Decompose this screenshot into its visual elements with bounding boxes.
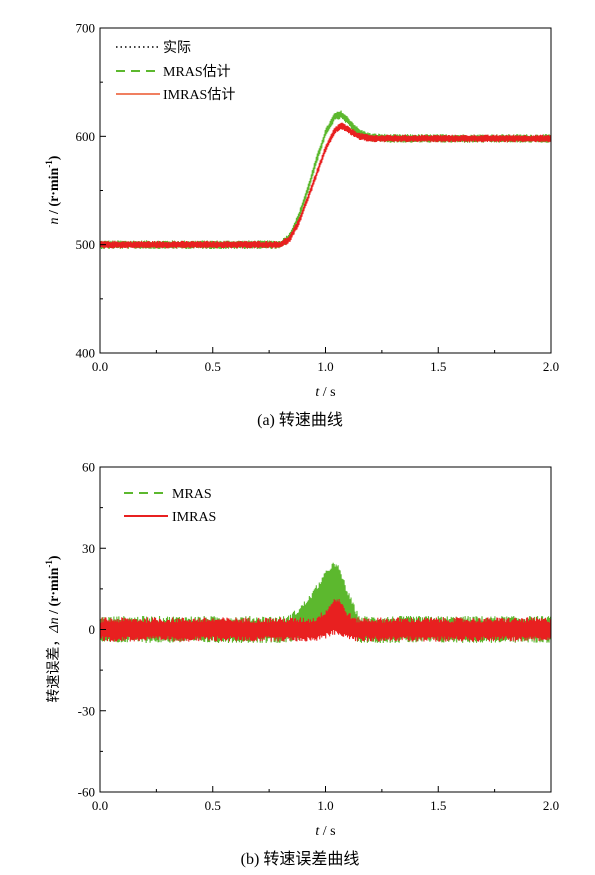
speed-y-tick-label: 400 xyxy=(76,346,96,361)
speed-error-y-tick-label: -60 xyxy=(78,785,95,800)
speed-x-tick-label: 1.0 xyxy=(317,359,333,374)
speed-series-imras-2 xyxy=(99,122,552,249)
speed-error-chart-ticks: 0.0 0.5 1.0 1.5 2.0 -60 -30 0 30 60 xyxy=(78,460,559,814)
speed-series-mras-1 xyxy=(99,110,552,250)
speed-error-x-tick-label: 2.0 xyxy=(543,798,559,813)
speed-error-y-tick-label: -30 xyxy=(78,703,95,718)
speed-chart-caption: (a) 转速曲线 xyxy=(257,411,343,429)
legend-label-imras-estimate: IMRAS估计 xyxy=(163,87,235,103)
speed-y-tick-label: 500 xyxy=(76,237,96,252)
speed-y-tick-label: 700 xyxy=(76,21,96,36)
speed-error-y-tick-label: 0 xyxy=(89,622,96,637)
speed-error-chart-y-axis-title: 转速误差，Δn / (r·min-1) xyxy=(44,555,62,703)
legend-label-mras-estimate: MRAS估计 xyxy=(163,64,231,80)
speed-error-x-tick-label: 0.5 xyxy=(205,798,221,813)
speed-y-tick-label: 600 xyxy=(76,129,96,144)
speed-error-chart-caption: (b) 转速误差曲线 xyxy=(241,850,360,868)
speed-error-x-tick-label: 1.0 xyxy=(317,798,333,813)
legend-label-mras: MRAS xyxy=(172,487,212,502)
legend-label-imras: IMRAS xyxy=(172,510,216,525)
speed-chart-panel: 0.0 0.5 1.0 1.5 2.0 400 500 600 700 实际 MRAS估计 IM… xyxy=(44,21,559,430)
legend-label-actual: 实际 xyxy=(163,40,191,56)
speed-x-tick-label: 2.0 xyxy=(543,359,559,374)
speed-x-tick-label: 0.5 xyxy=(205,359,221,374)
speed-error-y-tick-label: 30 xyxy=(82,541,95,556)
speed-chart-x-axis-title: t / s xyxy=(315,385,335,400)
speed-chart-legend: 实际 MRAS估计 IMRAS估计 xyxy=(116,40,235,103)
speed-series--0 xyxy=(100,124,551,246)
speed-error-chart-traces xyxy=(99,562,552,644)
speed-chart-traces xyxy=(99,110,552,250)
speed-x-tick-label: 1.5 xyxy=(430,359,446,374)
speed-chart-ticks: 0.0 0.5 1.0 1.5 2.0 400 500 600 700 xyxy=(76,21,560,375)
speed-error-chart-legend: MRAS IMRAS xyxy=(124,487,216,525)
speed-error-x-tick-label: 1.5 xyxy=(430,798,446,813)
speed-error-y-tick-label: 60 xyxy=(82,460,95,475)
speed-x-tick-label: 0.0 xyxy=(92,359,108,374)
speed-error-series-imras-1 xyxy=(99,599,552,642)
speed-chart-y-axis-title: n / (r·min-1) xyxy=(44,155,62,224)
speed-error-chart-panel: 0.0 0.5 1.0 1.5 2.0 -60 -30 0 30 60 MRAS IMRAS t … xyxy=(44,460,559,869)
speed-error-chart-x-axis-title: t / s xyxy=(315,824,335,839)
speed-error-x-tick-label: 0.0 xyxy=(92,798,108,813)
